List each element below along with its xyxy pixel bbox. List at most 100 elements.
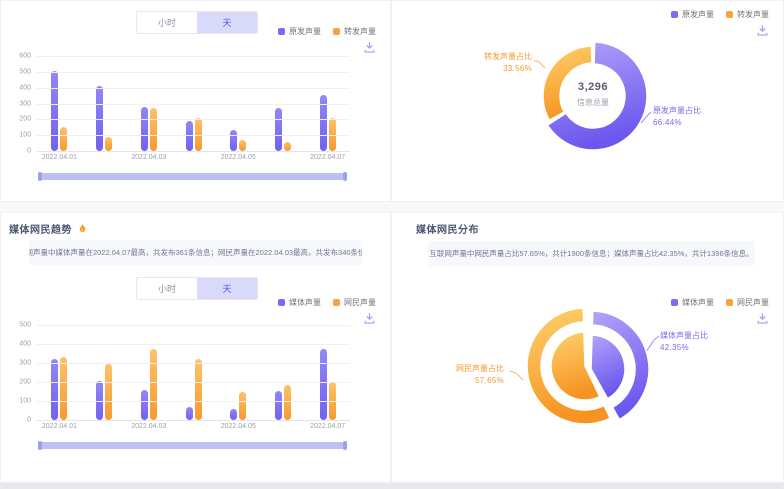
download-icon[interactable] [363,312,376,325]
x-axis-tick-label [261,154,306,161]
bar-转发声量[interactable] [239,139,247,151]
legend-label: 网民声量 [737,298,769,307]
page-scrollbar-track[interactable] [0,483,784,489]
plot-area [37,56,350,152]
bar-媒体声量[interactable] [51,359,59,420]
toggle-hour-button[interactable]: 小时 [137,278,197,299]
y-axis-tick-label: 300 [19,359,31,367]
legend-item-forward[interactable]: 转发声量 [333,26,376,37]
y-axis-tick-label: 400 [19,340,31,348]
toggle-hour-button[interactable]: 小时 [137,12,197,33]
bar-group [82,56,127,151]
bar-媒体声量[interactable] [230,408,238,420]
bar-chart-origin-forward: 600 500 400 300 200 100 0 2022.04.01 2022.04.03… [7,53,350,161]
bar-网民声量[interactable] [60,357,68,420]
summary-text: 互联网声量中媒体声量在2022.04.07最高，共发布361条信息；网民声量在2… [29,248,362,257]
leader-line-origin [640,111,652,124]
legend-item-media[interactable]: 媒体声量 [278,297,321,308]
bar-原发声量[interactable] [140,106,148,151]
legend: 原发声量 转发声量 [278,26,376,37]
panel-title: 媒体网民分布 [416,221,479,236]
legend-marker-orange [726,11,733,18]
bar-group [261,56,306,151]
bar-转发声量[interactable] [283,141,291,151]
gridline [37,151,350,152]
bar-转发声量[interactable] [328,117,336,151]
y-axis-tick-label: 300 [19,100,31,107]
toggle-day-button[interactable]: 天 [197,278,257,299]
pie-label-name: 媒体声量占比 [660,331,708,340]
bar-网民声量[interactable] [149,348,157,420]
bar-group [126,56,171,151]
bar-转发声量[interactable] [194,117,202,151]
pie-label-name: 网民声量占比 [456,364,504,373]
donut-chart-origin-forward [534,41,652,151]
gridline [37,344,350,345]
bar-网民声量[interactable] [239,391,247,420]
pie-slice-媒体声量占比[interactable] [591,310,650,421]
pie-slice-原发声量占比[interactable] [546,41,648,151]
pie-slice-网民声量占比[interactable] [550,331,601,401]
legend-marker-purple [278,299,285,306]
toggle-day-button[interactable]: 天 [197,12,257,33]
bar-group [171,325,216,420]
bar-group [216,325,261,420]
legend-item-origin[interactable]: 原发声量 [671,9,714,20]
leader-line-forward [534,60,546,69]
y-axis-tick-label: 500 [19,321,31,329]
legend-item-origin[interactable]: 原发声量 [278,26,321,37]
bar-原发声量[interactable] [96,86,104,151]
gridline [37,135,350,137]
bar-group [305,325,350,420]
pie-label-pct: 66.44% [653,118,682,127]
bar-转发声量[interactable] [149,108,157,151]
legend-label: 转发声量 [737,10,769,19]
pie-slice-转发声量占比[interactable] [542,45,593,122]
bar-原发声量[interactable] [274,108,282,151]
y-axis: 500 400 300 200 100 0 [7,321,37,424]
download-icon[interactable] [756,312,769,325]
bar-媒体声量[interactable] [274,390,282,420]
gridline [37,71,350,73]
bar-原发声量[interactable] [319,94,327,151]
bar-转发声量[interactable] [105,136,113,151]
gridline [37,119,350,121]
download-icon[interactable] [756,24,769,37]
summary-box: 互联网声量中网民声量占比57.65%，共计1900条信息；媒体声量占比42.35… [428,241,755,266]
bar-group [261,325,306,420]
bar-转发声量[interactable] [60,127,68,151]
pie-slice-网民声量占比[interactable] [526,307,611,425]
bar-原发声量[interactable] [51,71,59,151]
gridline [37,87,350,89]
legend-item-forward[interactable]: 转发声量 [726,9,769,20]
bar-group [82,325,127,420]
legend-item-media[interactable]: 媒体声量 [671,297,714,308]
legend-label: 原发声量 [682,10,714,19]
bar-媒体声量[interactable] [140,389,148,420]
gridline [37,56,350,57]
x-axis-tick-label: 2022.04.03 [131,154,167,161]
summary-box: 互联网声量中媒体声量在2022.04.07最高，共发布361条信息；网民声量在2… [29,240,362,265]
legend-marker-purple [671,299,678,306]
pie-slice-媒体声量占比[interactable] [590,334,626,400]
legend-item-netizen[interactable]: 网民声量 [726,297,769,308]
bar-媒体声量[interactable] [96,381,104,420]
legend-marker-purple [278,28,285,35]
download-icon[interactable] [363,41,376,54]
panel-title: 媒体网民趋势 [9,221,88,236]
datazoom-slider[interactable] [38,172,347,181]
bar-媒体声量[interactable] [185,406,193,420]
bar-媒体声量[interactable] [319,348,327,420]
y-axis-tick-label: 100 [19,131,31,139]
y-axis-tick-label: 0 [27,416,31,424]
bar-网民声量[interactable] [194,359,202,420]
bar-网民声量[interactable] [105,363,113,420]
pie-label-pct: 57.65% [475,376,504,385]
bar-原发声量[interactable] [230,130,238,151]
hot-icon [79,223,86,233]
bar-group [37,325,82,420]
legend-item-netizen[interactable]: 网民声量 [333,297,376,308]
datazoom-slider[interactable] [38,441,347,450]
bar-网民声量[interactable] [283,384,291,420]
x-axis: 2022.04.01 2022.04.03 2022.04.05 2022.04.07 [37,423,350,430]
